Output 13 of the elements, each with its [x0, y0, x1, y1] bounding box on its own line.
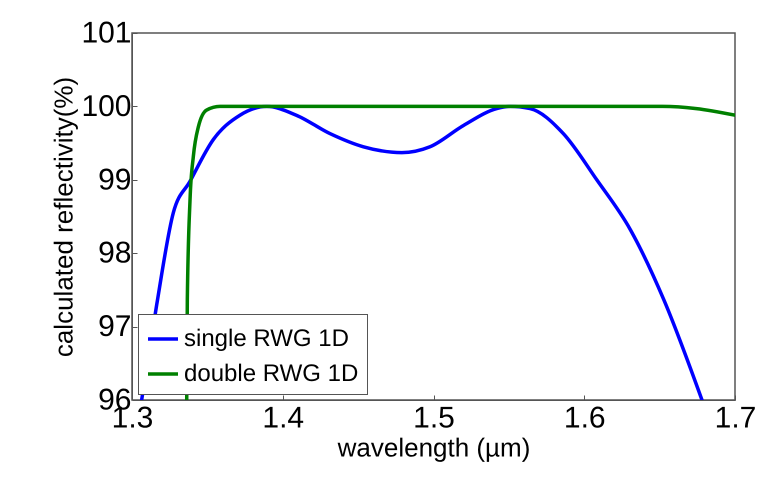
y-axis-title: calculated reflectivity(%): [48, 76, 78, 358]
x-tick-label: 1.5: [413, 402, 455, 434]
legend-label: single RWG 1D: [184, 325, 349, 352]
y-tick-label: 97: [98, 310, 132, 344]
legend-label: double RWG 1D: [184, 360, 358, 387]
x-tick-label: 1.4: [262, 402, 304, 434]
x-axis-title: wavelength (µm): [336, 432, 530, 462]
y-tick-label: 101: [81, 16, 132, 50]
y-tick-label: 99: [98, 163, 132, 196]
y-tick-label: 100: [81, 90, 132, 123]
x-tick-label: 1.6: [564, 402, 606, 434]
y-tick-label: 98: [98, 236, 132, 270]
x-tick-label: 1.7: [714, 402, 756, 434]
